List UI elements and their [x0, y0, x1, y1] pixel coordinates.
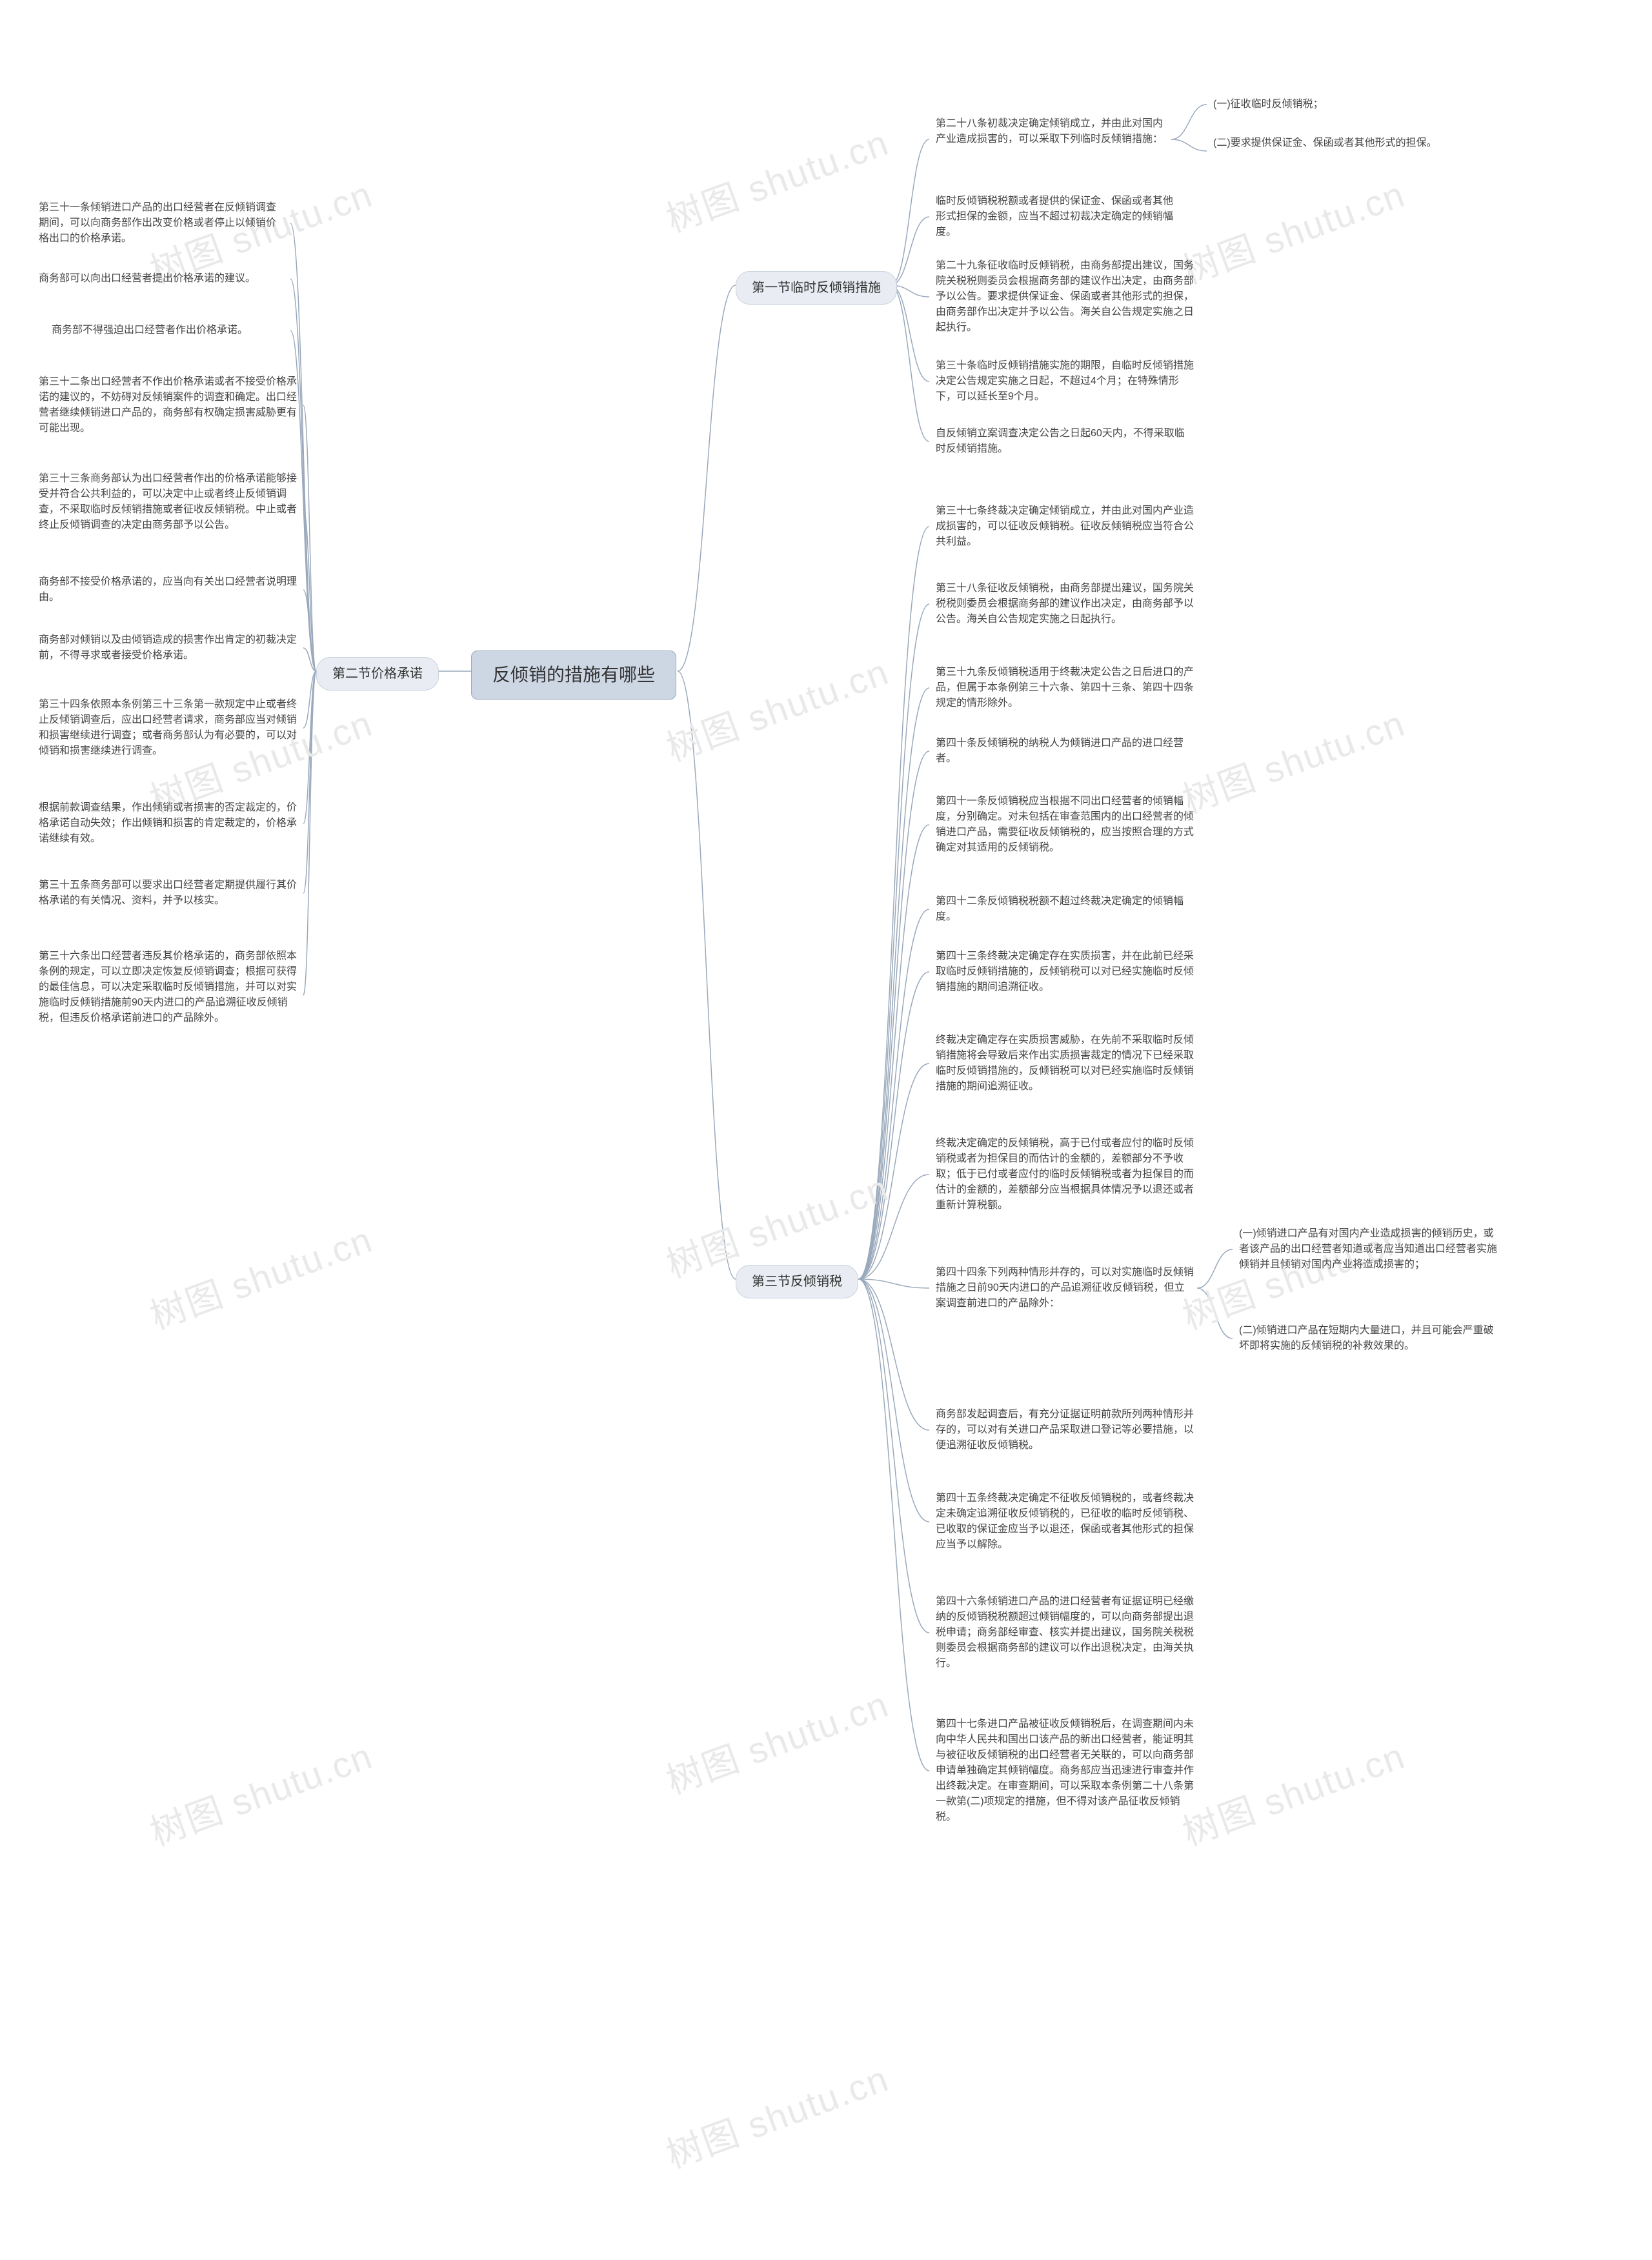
- watermark: 树图 shutu.cn: [1174, 694, 1411, 823]
- section-s3: 第三节反倾销税: [736, 1265, 858, 1298]
- root-node: 反倾销的措施有哪些: [471, 651, 676, 700]
- leaf-s3c13: 第四十六条倾销进口产品的进口经营者有证据证明已经缴纳的反倾销税税额超过倾销幅度的…: [936, 1594, 1194, 1671]
- leaf-s3c9: 终裁决定确定的反倾销税，高于已付或者应付的临时反倾销税或者为担保目的而估计的金额…: [936, 1136, 1194, 1213]
- section-s2: 第二节价格承诺: [316, 657, 439, 691]
- leaf-s3c3: 第三十九条反倾销税适用于终裁决定公告之日后进口的产品，但属于本条例第三十六条、第…: [936, 665, 1194, 711]
- leaf-s3c10: 第四十四条下列两种情形并存的，可以对实施临时反倾销措施之日前90天内进口的产品追…: [936, 1265, 1194, 1311]
- leaf-s3c4: 第四十条反倾销税的纳税人为倾销进口产品的进口经营者。: [936, 736, 1194, 767]
- leaf-s3c8: 终裁决定确定存在实质损害威胁，在先前不采取临时反倾销措施将会导致后来作出实质损害…: [936, 1033, 1194, 1095]
- leaf-s1c3: 第二十九条征收临时反倾销税，由商务部提出建议，国务院关税税则委员会根据商务部的建…: [936, 258, 1194, 336]
- leaf-s1c1a: (一)征收临时反倾销税；: [1213, 97, 1381, 112]
- leaf-s1c1b: (二)要求提供保证金、保函或者其他形式的担保。: [1213, 136, 1446, 151]
- leaf-s1c2: 临时反倾销税税额或者提供的保证金、保函或者其他形式担保的金额，应当不超过初裁决定…: [936, 194, 1181, 240]
- leaf-s3c14: 第四十七条进口产品被征收反倾销税后，在调查期间内未向中华人民共和国出口该产品的新…: [936, 1717, 1194, 1825]
- leaf-s3c7: 第四十三条终裁决定确定存在实质损害，并在此前已经采取临时反倾销措施的，反倾销税可…: [936, 949, 1194, 995]
- leaf-s2c9: 根据前款调查结果，作出倾销或者损害的否定裁定的，价格承诺自动失效；作出倾销和损害…: [39, 800, 297, 847]
- leaf-s3c10a: (一)倾销进口产品有对国内产业造成损害的倾销历史，或者该产品的出口经营者知道或者…: [1239, 1226, 1497, 1273]
- leaf-s3c5: 第四十一条反倾销税应当根据不同出口经营者的倾销幅度，分别确定。对未包括在审查范围…: [936, 794, 1194, 856]
- leaf-s2c5: 第三十三条商务部认为出口经营者作出的价格承诺能够接受并符合公共利益的，可以决定中…: [39, 471, 297, 533]
- watermark: 树图 shutu.cn: [1174, 1727, 1411, 1856]
- leaf-s3c1: 第三十七条终裁决定确定倾销成立，并由此对国内产业造成损害的，可以征收反倾销税。征…: [936, 503, 1194, 550]
- connector-layer: [0, 0, 1652, 2260]
- leaf-s1c5: 自反倾销立案调查决定公告之日起60天内，不得采取临时反倾销措施。: [936, 426, 1194, 457]
- leaf-s3c10b: (二)倾销进口产品在短期内大量进口，并且可能会严重破坏即将实施的反倾销税的补救效…: [1239, 1323, 1497, 1354]
- leaf-s2c6: 商务部不接受价格承诺的，应当向有关出口经营者说明理由。: [39, 574, 297, 605]
- leaf-s2c4: 第三十二条出口经营者不作出价格承诺或者不接受价格承诺的建议的，不妨碍对反倾销案件…: [39, 374, 297, 436]
- leaf-s1c1: 第二十八条初裁决定确定倾销成立，并由此对国内产业造成损害的，可以采取下列临时反倾…: [936, 116, 1168, 147]
- leaf-s3c6: 第四十二条反倾销税税额不超过终裁决定确定的倾销幅度。: [936, 894, 1194, 925]
- leaf-s2c2: 商务部可以向出口经营者提出价格承诺的建议。: [39, 271, 284, 287]
- leaf-s2c1: 第三十一条倾销进口产品的出口经营者在反倾销调查期间，可以向商务部作出改变价格或者…: [39, 200, 284, 247]
- leaf-s2c10: 第三十五条商务部可以要求出口经营者定期提供履行其价格承诺的有关情况、资料，并予以…: [39, 878, 297, 909]
- leaf-s3c2: 第三十八条征收反倾销税，由商务部提出建议，国务院关税税则委员会根据商务部的建议作…: [936, 581, 1194, 627]
- leaf-s2c11: 第三十六条出口经营者违反其价格承诺的，商务部依照本条例的规定，可以立即决定恢复反…: [39, 949, 297, 1026]
- leaf-s2c8: 第三十四条依照本条例第三十三条第一款规定中止或者终止反倾销调查后，应出口经营者请…: [39, 697, 297, 759]
- watermark: 树图 shutu.cn: [658, 114, 895, 243]
- watermark: 树图 shutu.cn: [1174, 165, 1411, 294]
- watermark: 树图 shutu.cn: [658, 1675, 895, 1804]
- leaf-s3c11: 商务部发起调查后，有充分证据证明前款所列两种情形并存的，可以对有关进口产品采取进…: [936, 1407, 1194, 1453]
- watermark: 树图 shutu.cn: [658, 643, 895, 772]
- leaf-s2c3: 商务部不得强迫出口经营者作出价格承诺。: [52, 323, 284, 338]
- leaf-s2c7: 商务部对倾销以及由倾销造成的损害作出肯定的初裁决定前，不得寻求或者接受价格承诺。: [39, 632, 297, 663]
- leaf-s3c12: 第四十五条终裁决定确定不征收反倾销税的，或者终裁决定未确定追溯征收反倾销税的，已…: [936, 1491, 1194, 1553]
- section-s1: 第一节临时反倾销措施: [736, 271, 897, 305]
- leaf-s1c4: 第三十条临时反倾销措施实施的期限，自临时反倾销措施决定公告规定实施之日起，不超过…: [936, 358, 1194, 405]
- watermark: 树图 shutu.cn: [658, 2050, 895, 2179]
- watermark: 树图 shutu.cn: [142, 1211, 379, 1340]
- watermark: 树图 shutu.cn: [142, 1727, 379, 1856]
